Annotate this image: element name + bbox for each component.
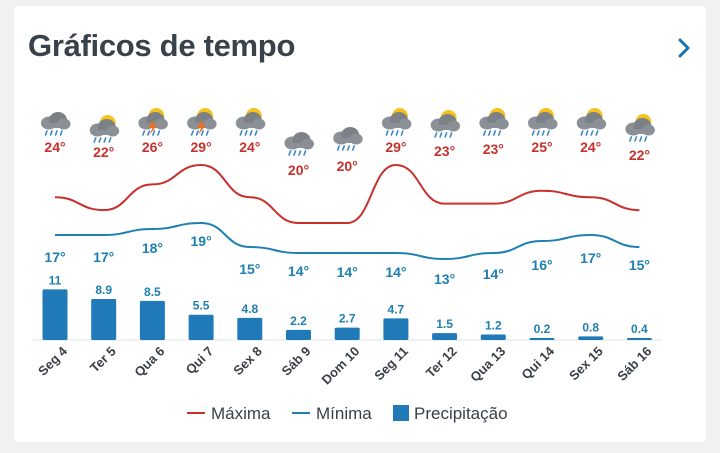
max-temp-label: 25° [531,139,552,155]
rain-cloud-icon [333,127,363,151]
weather-chart-card [14,6,706,442]
rain-sun-icon [89,115,120,143]
precip-label: 2.7 [339,312,356,326]
min-temp-label: 14° [385,264,406,280]
min-temp-label: 17° [580,250,601,266]
precip-bar [139,300,165,340]
x-tick-label: Qui 14 [518,343,557,382]
min-temp-label: 18° [142,240,163,256]
min-temp-label: 15° [239,261,260,277]
legend-label-precip: Precipitação [414,404,508,423]
min-temp-label: 14° [337,264,358,280]
precip-bar [432,333,458,340]
max-temp-label: 24° [580,139,601,155]
precip-label: 1.2 [485,318,502,332]
precip-label: 11 [49,273,62,287]
precip-label: 0.8 [582,320,599,334]
precip-label: 1.5 [436,317,453,331]
rain-sun-icon [381,108,412,136]
max-temp-label: 29° [191,139,212,155]
precip-bar [286,329,311,340]
precip-label: 4.7 [388,302,405,316]
precip-bar [237,317,263,340]
x-tick-label: Sex 8 [230,344,265,379]
rain-sun-icon [625,114,655,142]
legend-label-max: Máxima [211,404,271,423]
x-tick-label: Qua 6 [131,344,167,380]
max-temp-line [54,164,640,225]
max-temp-label: 24° [239,139,260,155]
chevron-right-icon[interactable] [677,36,695,65]
max-temp-label: 24° [44,139,65,155]
rain-sun-icon [528,108,558,136]
legend-swatch-precip [393,405,409,421]
legend-label-min: Mínima [316,404,372,423]
precip-bar [334,327,360,340]
max-temp-label: 22° [629,147,650,163]
x-tick-label: Qui 7 [183,344,217,378]
max-temp-label: 20° [337,158,358,174]
precip-label: 8.9 [95,283,112,297]
min-temp-label: 16° [531,257,552,273]
precip-bar [480,334,506,340]
rain-sun-icon [235,108,266,136]
x-tick-label: Ter 12 [423,344,460,381]
x-tick-label: Dom 10 [319,344,363,388]
max-temp-label: 29° [385,139,406,155]
precip-label: 2.2 [290,314,307,328]
max-temp-label: 23° [434,143,455,159]
x-tick-label: Seg 11 [371,344,411,384]
min-temp-label: 14° [483,266,504,282]
max-temp-label: 26° [142,139,163,155]
precip-label: 8.5 [144,285,161,299]
precip-bar [529,338,555,340]
rain-sun-icon [430,110,461,138]
x-tick-label: Ter 5 [87,344,119,376]
x-tick-label: Seg 4 [35,343,71,379]
precip-label: 0.2 [534,322,551,336]
rain-cloud-icon [41,112,71,136]
precip-bar [626,338,652,340]
max-temp-label: 20° [288,162,309,178]
min-temp-label: 13° [434,271,455,287]
precip-bar [383,318,409,340]
page-title: Gráficos de tempo [28,28,296,63]
max-temp-label: 23° [483,141,504,157]
storm-sun-icon [187,108,217,136]
min-temp-label: 14° [288,263,309,279]
precip-bar [42,289,68,340]
precip-label: 5.5 [193,299,210,313]
min-temp-line [55,221,640,261]
precip-bar [91,299,117,340]
precip-bar [188,314,214,340]
x-tick-label: Sáb 16 [614,344,654,384]
precip-bar [578,336,604,340]
rain-cloud-icon [284,132,314,156]
precip-label: 4.8 [241,302,258,316]
min-temp-label: 19° [191,233,212,249]
min-temp-label: 15° [629,257,650,273]
x-tick-label: Sex 15 [566,344,606,384]
precip-label: 0.4 [631,322,648,336]
rain-sun-icon [576,108,607,136]
storm-sun-icon [138,108,168,136]
min-temp-label: 17° [93,249,114,265]
rain-sun-icon [479,108,509,136]
max-temp-label: 22° [93,144,114,160]
x-tick-label: Sáb 9 [278,344,313,379]
x-tick-label: Qua 13 [467,344,508,385]
min-temp-label: 17° [44,249,65,265]
